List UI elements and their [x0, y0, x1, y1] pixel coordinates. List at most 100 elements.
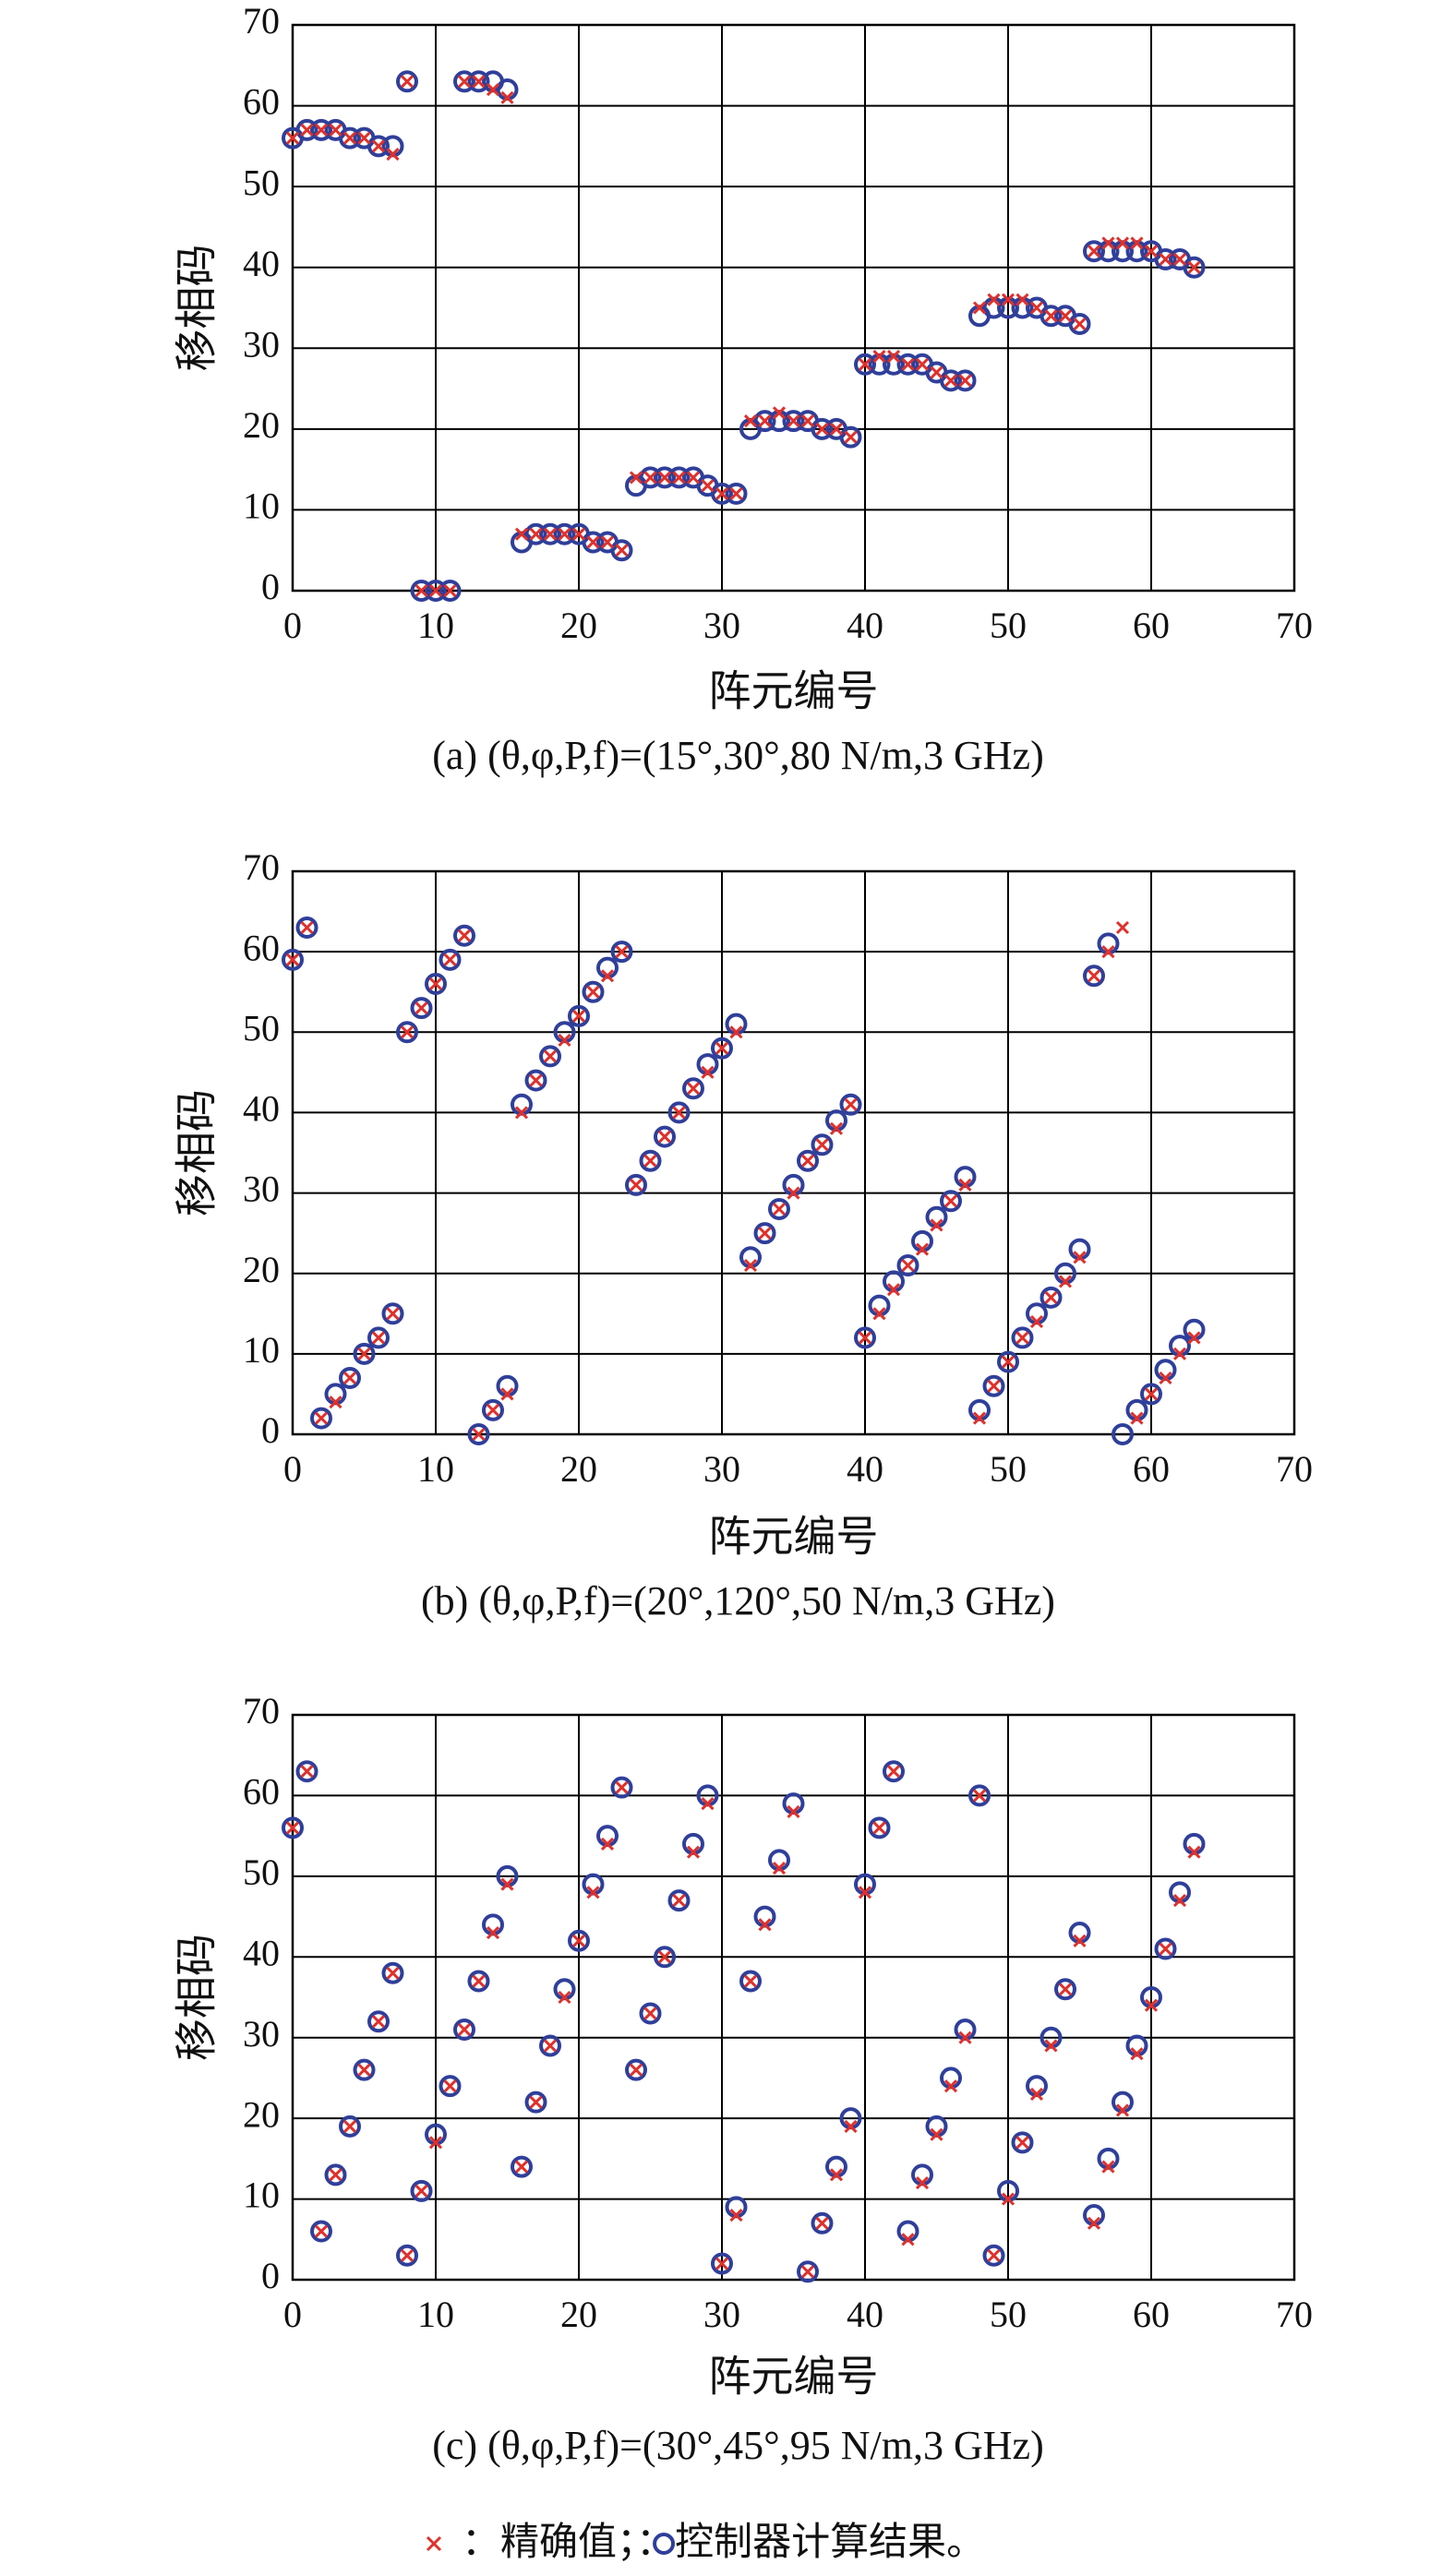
exact-marker [1058, 309, 1073, 323]
exact-marker [285, 1821, 300, 1835]
exact-marker [743, 1974, 758, 1988]
exact-marker [901, 1258, 915, 1273]
controller-marker [725, 482, 748, 505]
exact-marker [930, 2127, 943, 2141]
y-axis-label: 移相码 [172, 1934, 222, 2061]
exact-marker [901, 357, 915, 371]
controller-marker [524, 522, 547, 545]
x-tick-label: 0 [283, 605, 302, 646]
legend-label: 精确值 [500, 2519, 617, 2564]
controller-marker [797, 2260, 819, 2283]
exact-marker [886, 1283, 901, 1297]
exact-marker [872, 1307, 886, 1321]
y-tick-label: 70 [243, 846, 280, 888]
exact-marker [314, 123, 329, 137]
exact-marker [844, 430, 858, 444]
exact-marker [686, 1845, 701, 1859]
exact-marker [629, 1178, 643, 1192]
exact-marker [600, 969, 615, 983]
exact-marker [428, 976, 443, 991]
controller-marker [539, 522, 561, 545]
exact-marker [285, 953, 300, 966]
controller-marker [568, 1929, 590, 1952]
exact-marker [1015, 1331, 1029, 1345]
y-tick-label: 40 [243, 1932, 280, 1973]
controller-marker [568, 1004, 590, 1027]
exact-marker [829, 1121, 844, 1135]
controller-marker [1083, 965, 1105, 988]
exact-marker [558, 1990, 571, 2005]
controller-marker [811, 1133, 834, 1156]
exact-marker [1044, 2039, 1058, 2053]
controller-marker [295, 917, 318, 939]
exact-marker [426, 2535, 442, 2552]
exact-marker [787, 414, 800, 428]
exact-marker [543, 1049, 558, 1063]
exact-marker [571, 1009, 586, 1023]
exact-marker [1044, 1290, 1058, 1304]
exact-marker [1101, 236, 1115, 250]
exact-marker [386, 1307, 400, 1321]
exact-marker [1130, 2047, 1144, 2061]
exact-marker [342, 1371, 357, 1385]
x-axis-label: 阵元编号 [709, 666, 879, 716]
exact-marker [987, 1379, 1001, 1393]
controller-marker [625, 1173, 647, 1196]
exact-marker [787, 1804, 800, 1818]
exact-marker [743, 414, 758, 428]
controller-marker [1154, 1937, 1177, 1960]
exact-marker [987, 293, 1001, 306]
controller-marker [367, 1326, 390, 1349]
controller-marker [1183, 256, 1206, 279]
exact-marker [686, 471, 701, 485]
exact-marker [586, 985, 600, 999]
y-tick-label: 30 [243, 2013, 280, 2055]
exact-marker [815, 1138, 829, 1152]
exact-marker [715, 1041, 729, 1055]
controller-marker [367, 2010, 390, 2033]
plot-frame [291, 869, 1296, 1436]
controller-marker [1039, 305, 1063, 328]
exact-marker [800, 414, 815, 428]
y-tick-label: 0 [261, 566, 280, 607]
exact-marker [1159, 1371, 1172, 1385]
exact-marker [672, 471, 686, 485]
controller-marker [524, 2091, 547, 2114]
controller-marker [410, 580, 433, 602]
controller-marker [839, 425, 862, 449]
exact-marker [1058, 1983, 1073, 1996]
exact-marker [357, 1347, 371, 1360]
exact-marker [443, 2079, 457, 2093]
exact-marker [972, 1411, 987, 1425]
exact-marker [415, 2184, 428, 2198]
exact-marker [858, 1331, 872, 1345]
exact-marker [858, 1886, 872, 1899]
controller-marker [339, 1367, 361, 1389]
controller-marker [839, 1093, 862, 1116]
exact-marker [729, 486, 743, 500]
x-tick-label: 30 [703, 605, 740, 646]
exact-marker [415, 583, 428, 598]
exact-marker [672, 1894, 686, 1908]
exact-marker [1144, 1387, 1159, 1401]
exact-marker [1115, 236, 1130, 250]
x-tick-label: 10 [417, 605, 454, 646]
controller-marker [639, 466, 662, 489]
controller-marker [282, 948, 304, 971]
y-tick-label: 0 [261, 1409, 280, 1451]
controller-marker [1054, 1978, 1076, 2001]
controller-marker [582, 531, 605, 554]
exact-marker [1087, 245, 1101, 258]
exact-marker [915, 357, 930, 371]
exact-marker [543, 527, 558, 541]
x-tick-label: 60 [1133, 2294, 1170, 2335]
controller-marker [711, 1036, 733, 1060]
controller-marker [854, 353, 876, 376]
controller-marker [768, 1198, 790, 1220]
exact-marker [1087, 969, 1101, 983]
legend: ：精确值；：控制器计算结果。 [462, 2519, 985, 2564]
exact-marker [829, 422, 844, 436]
exact-marker [300, 920, 314, 935]
exact-marker [586, 1886, 600, 1899]
exact-marker [772, 1862, 787, 1875]
